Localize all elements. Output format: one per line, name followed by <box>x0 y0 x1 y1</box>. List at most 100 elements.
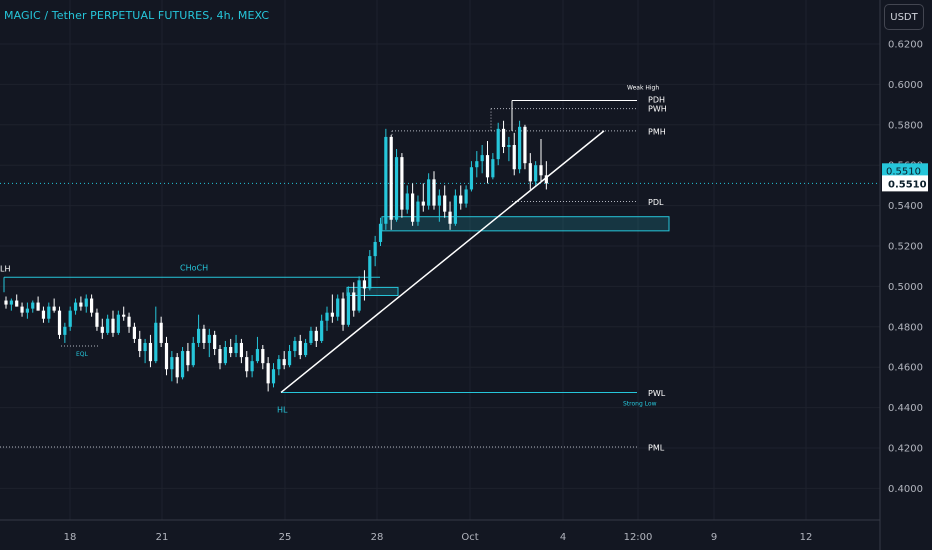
x-tick-label: 4 <box>560 532 566 543</box>
candle-body <box>223 347 227 364</box>
level-label-pml: PML <box>648 443 665 452</box>
candle-body <box>427 179 431 206</box>
candle-body <box>362 280 367 289</box>
annotation-label: EQL <box>76 351 89 358</box>
y-tick-label: 0.4000 <box>888 484 923 495</box>
candle-body <box>480 155 484 162</box>
candle-body <box>378 223 383 242</box>
candle-body <box>9 300 13 305</box>
candle-body <box>164 342 169 370</box>
candle-body <box>304 342 308 356</box>
candle-body <box>84 298 88 307</box>
candle-body <box>132 326 136 339</box>
candle-body <box>453 195 457 224</box>
candle-body <box>336 298 340 317</box>
x-tick-label: 18 <box>64 532 77 543</box>
candle-body <box>79 302 83 307</box>
candle-body <box>411 193 415 222</box>
candle-body <box>518 126 522 170</box>
candle-body <box>68 310 72 327</box>
candle-body <box>111 318 115 333</box>
candle-body <box>544 175 548 184</box>
candle-body <box>255 349 260 362</box>
y-tick-label: 0.4200 <box>888 444 923 455</box>
candle-body <box>266 363 270 384</box>
candle-body <box>20 306 24 313</box>
y-tick-label: 0.5800 <box>888 120 923 131</box>
candles <box>4 120 548 392</box>
candle-body <box>389 136 393 220</box>
y-tick-label: 0.5000 <box>888 282 923 293</box>
x-tick-label: 9 <box>711 532 717 543</box>
candle-body <box>197 328 201 343</box>
level-label-pmh: PMH <box>648 127 666 136</box>
candle-body <box>287 351 292 366</box>
annotation-label: LH <box>0 264 10 273</box>
candle-body <box>352 292 356 311</box>
candle-body <box>485 155 490 178</box>
candle-body <box>491 159 495 178</box>
candle-body <box>469 167 474 190</box>
annotation-label: Strong Low <box>623 400 657 407</box>
candle-body <box>25 308 29 313</box>
candle-body <box>325 312 329 321</box>
candle-body <box>496 128 500 160</box>
candle-body <box>277 359 281 370</box>
last-price-label: 0.5510 <box>888 179 927 190</box>
candle-body <box>261 349 265 364</box>
candle-body <box>239 342 243 358</box>
candle-body <box>143 342 147 352</box>
y-tick-label: 0.4600 <box>888 363 923 374</box>
candle-body <box>464 189 468 204</box>
candle-body <box>416 201 420 222</box>
candle-body <box>293 340 297 352</box>
candle-body <box>170 357 174 370</box>
candle-body <box>57 310 62 335</box>
level-label-pwl: PWL <box>648 389 666 398</box>
price-badge-price: 0.5510 <box>886 166 921 177</box>
x-tick-label: 25 <box>279 532 292 543</box>
candle-body <box>229 347 233 354</box>
trendline <box>280 130 605 394</box>
candle-body <box>250 361 254 372</box>
candle-body <box>341 298 345 325</box>
x-tick-label: 21 <box>156 532 169 543</box>
candle-body <box>180 351 185 378</box>
candle-body <box>116 314 120 333</box>
candle-body <box>138 338 142 352</box>
y-tick-label: 0.4400 <box>888 403 923 414</box>
annotations: Weak High LH CHoCH EQL HL Strong Low <box>0 84 659 414</box>
y-tick-label: 0.5200 <box>888 242 923 253</box>
candle-body <box>15 300 19 307</box>
chart-title: MAGIC / Tether PERPETUAL FUTURES, 4h, ME… <box>4 9 270 22</box>
candle-body <box>202 328 206 343</box>
candle-body <box>100 326 104 333</box>
candle-body <box>448 211 452 224</box>
grid <box>0 0 880 520</box>
candle-body <box>523 126 527 164</box>
currency-button[interactable]: USDT <box>884 4 924 30</box>
candle-body <box>357 280 361 311</box>
candle-body <box>41 310 46 319</box>
level-label-pdl: PDL <box>648 198 664 207</box>
candle-body <box>175 357 179 378</box>
candle-body <box>443 195 447 212</box>
candle-body <box>186 351 190 366</box>
x-tick-label: Oct <box>461 532 478 543</box>
candle-body <box>346 292 350 325</box>
candle-body <box>298 340 302 356</box>
candle-body <box>271 369 276 384</box>
demand-zone-lower <box>346 286 399 296</box>
y-tick-label: 0.4800 <box>888 322 923 333</box>
demand-zone-upper <box>381 216 670 232</box>
candle-body <box>512 145 516 170</box>
candle-body <box>207 334 211 343</box>
candle-body <box>4 300 8 305</box>
candle-body <box>218 349 222 364</box>
candle-body <box>475 161 479 168</box>
candle-body <box>373 241 377 257</box>
candle-body <box>213 334 217 350</box>
